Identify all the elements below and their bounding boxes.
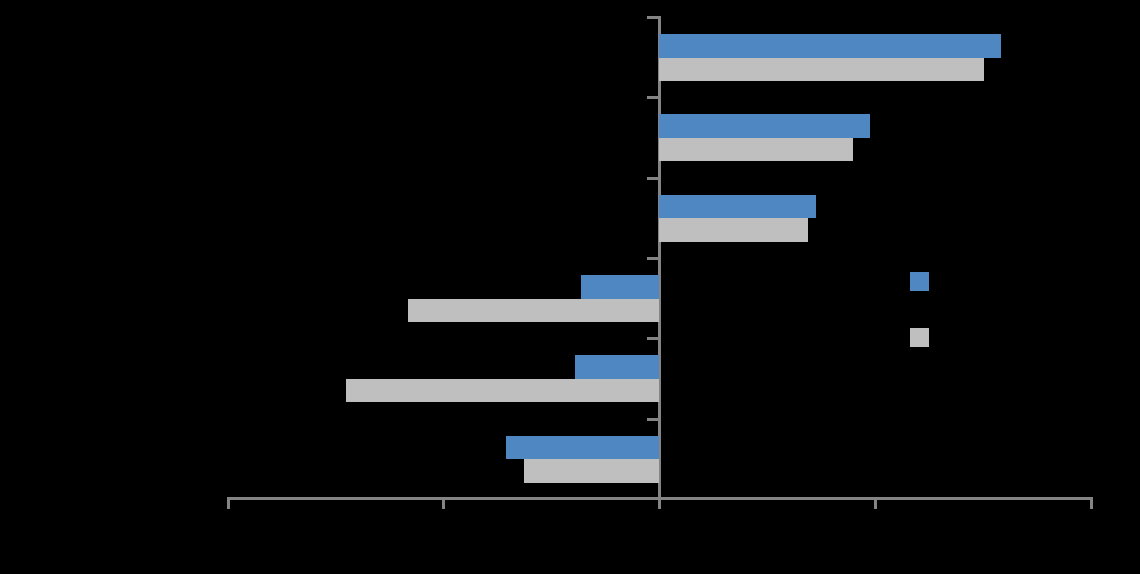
bar-series2-category1 bbox=[659, 57, 984, 81]
legend-item-series1 bbox=[910, 272, 937, 291]
x-axis-tick-3 bbox=[873, 497, 877, 509]
legend-item-series2 bbox=[910, 328, 937, 347]
y-axis-tick-2 bbox=[647, 177, 661, 180]
bar-series1-category1 bbox=[659, 34, 1001, 58]
bar-series2-category5 bbox=[346, 378, 659, 403]
bar-series1-category6 bbox=[505, 435, 659, 460]
y-axis-tick-3 bbox=[647, 257, 661, 260]
x-axis-tick-4 bbox=[1089, 497, 1093, 509]
y-axis-tick-5 bbox=[647, 418, 661, 421]
legend-swatch-series2 bbox=[910, 328, 929, 347]
y-axis-line bbox=[658, 16, 661, 509]
bar-series2-category4 bbox=[407, 298, 659, 322]
bar-series2-category3 bbox=[659, 218, 808, 242]
y-axis-tick-0 bbox=[647, 16, 661, 19]
x-axis-tick-1 bbox=[442, 497, 446, 509]
bar-series1-category5 bbox=[574, 355, 659, 379]
bar-series2-category2 bbox=[659, 137, 854, 162]
bar-series2-category6 bbox=[524, 459, 659, 483]
x-axis-tick-0 bbox=[226, 497, 230, 509]
y-axis-tick-4 bbox=[647, 337, 661, 340]
bar-series1-category2 bbox=[659, 114, 871, 138]
legend-swatch-series1 bbox=[910, 272, 929, 291]
bar-series1-category3 bbox=[659, 194, 817, 219]
y-axis-tick-1 bbox=[647, 96, 661, 99]
bar-series1-category4 bbox=[581, 275, 659, 299]
